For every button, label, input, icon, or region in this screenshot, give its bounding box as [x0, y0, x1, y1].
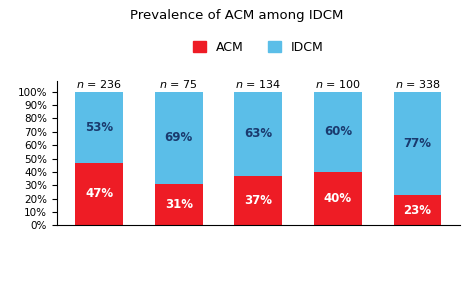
Bar: [394, 92, 441, 195]
Bar: [75, 162, 123, 225]
Text: 37%: 37%: [244, 194, 273, 207]
Text: 63%: 63%: [244, 127, 273, 140]
Text: 31%: 31%: [164, 198, 193, 211]
Text: 77%: 77%: [403, 137, 432, 150]
Text: 53%: 53%: [85, 121, 113, 134]
Bar: [155, 184, 202, 225]
Bar: [394, 195, 441, 225]
Text: 23%: 23%: [403, 203, 432, 216]
Text: $n$ = 100: $n$ = 100: [315, 78, 361, 90]
Legend: ACM, IDCM: ACM, IDCM: [193, 41, 324, 54]
Text: $n$ = 338: $n$ = 338: [395, 78, 440, 90]
Text: 47%: 47%: [85, 188, 113, 201]
Text: $n$ = 236: $n$ = 236: [76, 78, 122, 90]
Text: $n$ = 75: $n$ = 75: [159, 78, 198, 90]
Bar: [235, 176, 282, 225]
Bar: [314, 92, 362, 172]
Bar: [235, 92, 282, 176]
Text: 40%: 40%: [324, 192, 352, 205]
Text: $n$ = 134: $n$ = 134: [235, 78, 282, 90]
Text: Prevalence of ACM among IDCM: Prevalence of ACM among IDCM: [130, 9, 344, 22]
Bar: [314, 172, 362, 225]
Bar: [75, 92, 123, 162]
Text: 60%: 60%: [324, 125, 352, 138]
Text: 69%: 69%: [164, 131, 193, 144]
Bar: [155, 92, 202, 184]
